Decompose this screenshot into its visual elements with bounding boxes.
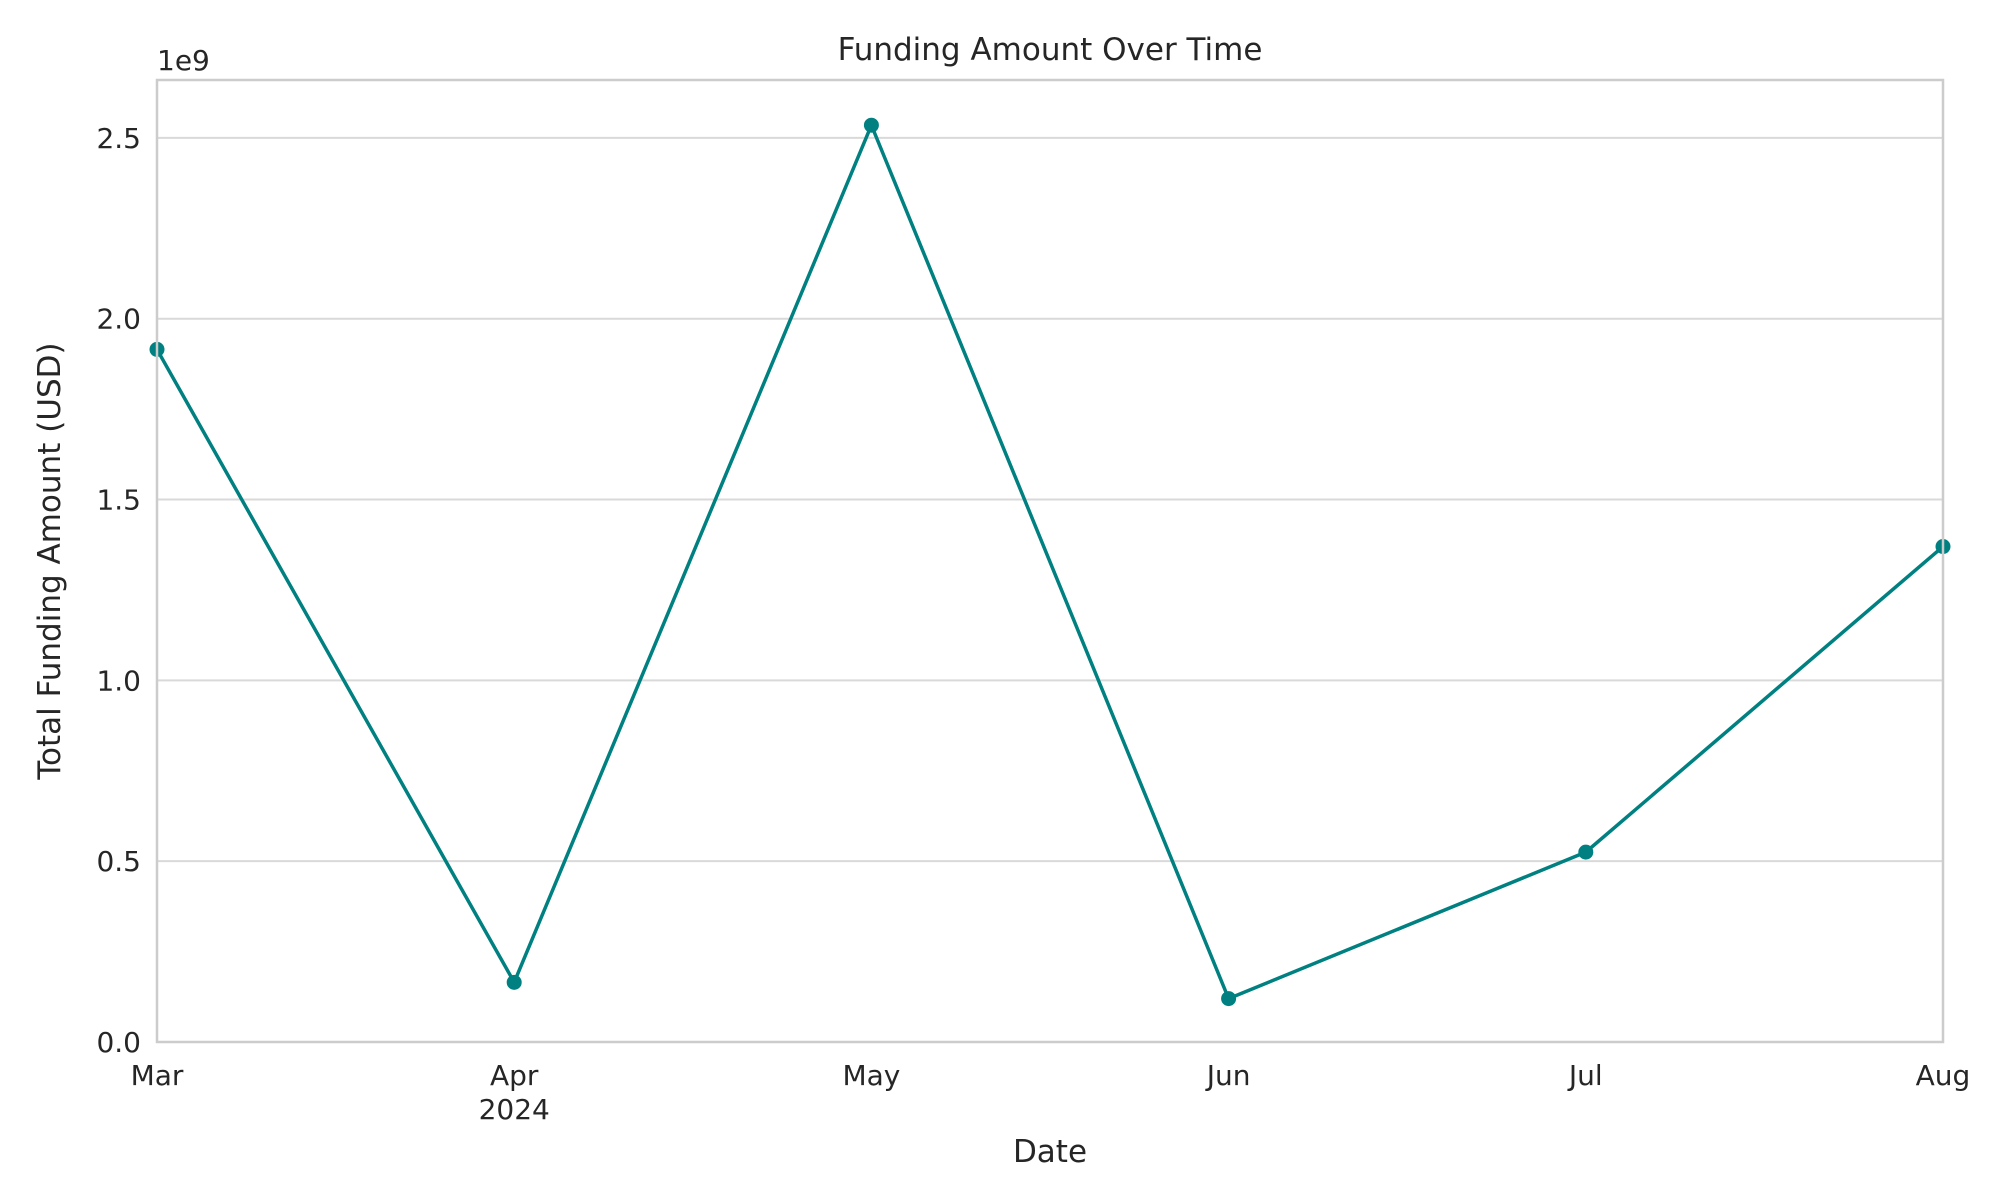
x-tick-label: May: [842, 1059, 900, 1092]
chart-title: Funding Amount Over Time: [838, 32, 1263, 68]
y-tick-label: 0.0: [96, 1026, 141, 1059]
x-tick-label: Mar: [131, 1059, 184, 1092]
y-axis-ticks: 0.0 0.5 1.0 1.5 2.0 2.5: [96, 122, 141, 1059]
x-axis-ticks: Mar Apr May Jun Jul Aug: [131, 1059, 1971, 1092]
y-tick-label: 1.0: [96, 664, 141, 697]
data-point: [506, 974, 522, 990]
data-point: [1578, 844, 1594, 860]
x-tick-label: Jun: [1205, 1059, 1251, 1092]
series-line: [155, 123, 1945, 1001]
x-axis-title: Date: [1013, 1134, 1087, 1170]
x-tick-label: Aug: [1916, 1059, 1971, 1092]
y-axis-offset-label: 1e9: [157, 44, 210, 77]
x-tick-label: Jul: [1567, 1059, 1603, 1092]
y-axis-title: Total Funding Amount (USD): [32, 342, 68, 780]
series-layer: [149, 117, 1951, 1007]
x-axis-year-label: 2024: [479, 1093, 550, 1126]
y-tick-label: 2.0: [96, 303, 141, 336]
data-point: [1221, 991, 1237, 1007]
y-tick-label: 2.5: [96, 122, 141, 155]
x-tick-label: Apr: [490, 1059, 539, 1092]
plot-frame: [155, 78, 1945, 1044]
data-point: [863, 117, 879, 133]
y-tick-label: 0.5: [96, 845, 141, 878]
gridlines: [157, 136, 1943, 1043]
y-tick-label: 1.5: [96, 484, 141, 517]
